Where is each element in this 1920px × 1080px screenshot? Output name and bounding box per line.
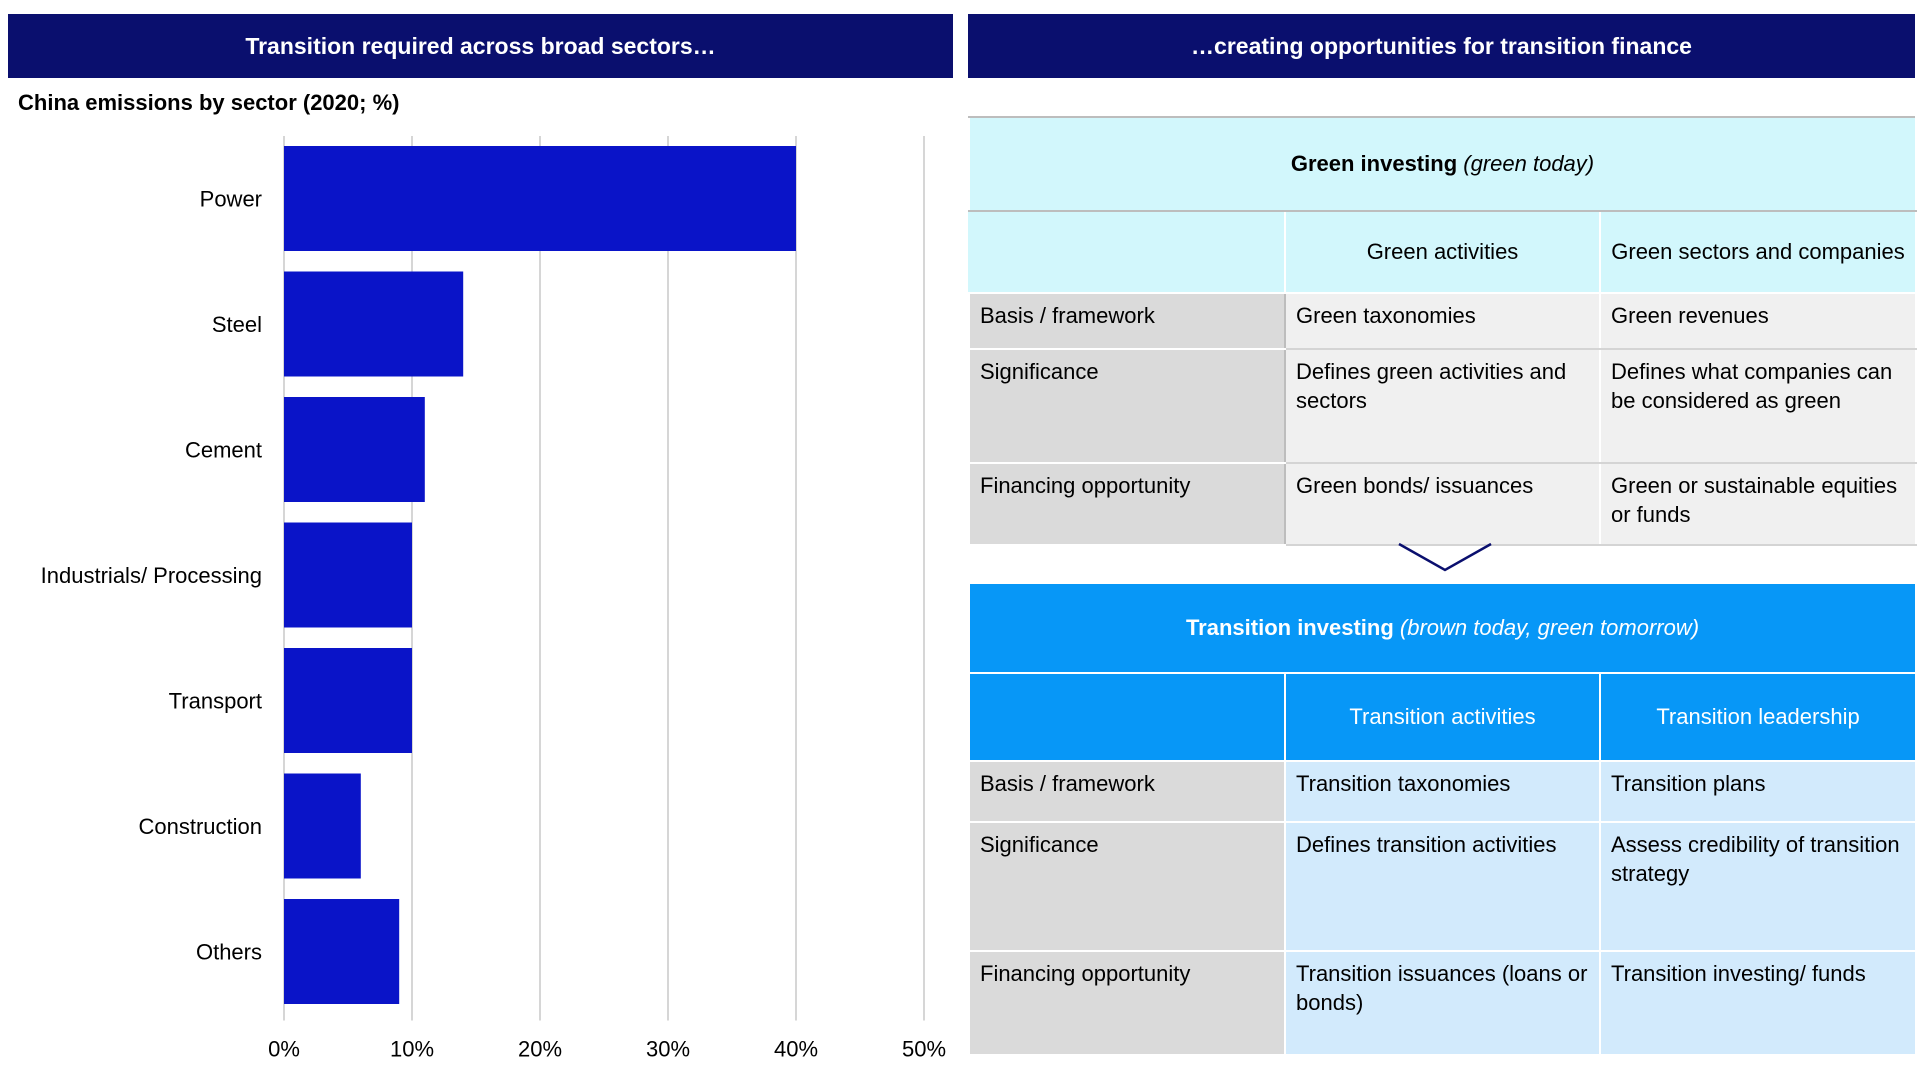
transition-cell: Defines transition activities [1284, 821, 1601, 952]
green-row-label: Financing opportunity [968, 462, 1286, 546]
category-label: Cement [185, 438, 262, 463]
transition-row-label: Basis / framework [968, 760, 1286, 823]
green-cell: Green or sustainable equities or funds [1599, 462, 1917, 546]
green-row-label: Basis / framework [968, 292, 1286, 350]
bar [284, 522, 412, 628]
transition-col-header-blank [968, 672, 1286, 762]
transition-row-label: Significance [968, 821, 1286, 952]
emissions-bar-chart: Power Steel Cement Industrials/ Processing T… [41, 136, 946, 1062]
green-col-header: Green activities [1284, 210, 1601, 294]
x-tick-label: 0% [268, 1037, 300, 1062]
left-section-banner: Transition required across broad sectors… [8, 14, 953, 78]
transition-cell: Transition plans [1598, 760, 1918, 823]
transition-col-header: Transition leadership [1598, 672, 1918, 762]
transition-investing-table: Transition investing (brown today, green… [967, 582, 1918, 1056]
green-table-title: Green investing (green today) [968, 116, 1917, 212]
transition-cell: Assess credibility of transition strateg… [1598, 821, 1918, 952]
bar [284, 648, 412, 753]
green-cell: Green bonds/ issuances [1284, 462, 1601, 546]
right-banner-text: …creating opportunities for transition f… [1191, 32, 1692, 59]
x-tick-label: 20% [518, 1037, 562, 1062]
transition-cell: Transition investing/ funds [1598, 950, 1918, 1056]
green-title-bold: Green investing [1290, 151, 1458, 177]
green-cell: Defines green activities and sectors [1284, 348, 1601, 464]
category-label: Power [200, 187, 262, 212]
left-banner-text: Transition required across broad sectors… [245, 32, 716, 59]
transition-col-header: Transition activities [1284, 672, 1601, 762]
green-investing-table: Green investing (green today) Green acti… [968, 116, 1917, 546]
category-label: Steel [212, 312, 262, 337]
transition-cell: Transition issuances (loans or bonds) [1284, 950, 1601, 1056]
bar [284, 271, 464, 377]
green-col-header: Green sectors and companies [1599, 210, 1917, 294]
x-tick-label: 10% [390, 1037, 434, 1062]
green-cell: Green revenues [1599, 292, 1917, 350]
right-section-banner: …creating opportunities for transition f… [968, 14, 1915, 78]
bar [284, 773, 361, 879]
x-tick-label: 50% [902, 1037, 946, 1062]
green-cell: Defines what companies can be considered… [1599, 348, 1917, 464]
transition-row-label: Financing opportunity [968, 950, 1286, 1056]
transition-table-title: Transition investing (brown today, green… [967, 582, 1918, 674]
x-tick-label: 40% [774, 1037, 818, 1062]
chart-title: China emissions by sector (2020; %) [18, 90, 400, 115]
green-cell: Green taxonomies [1284, 292, 1601, 350]
transition-cell: Transition taxonomies [1284, 760, 1601, 823]
transition-title-bold: Transition investing [1185, 615, 1394, 641]
category-label: Construction [138, 814, 262, 839]
bar [284, 899, 400, 1004]
bar [284, 146, 796, 251]
green-title-italic: (green today) [1463, 151, 1595, 177]
category-label: Industrials/ Processing [41, 563, 262, 588]
transition-title-italic: (brown today, green tomorrow) [1399, 615, 1700, 641]
green-row-label: Significance [968, 348, 1286, 464]
category-label: Others [196, 940, 262, 965]
bar [284, 397, 425, 502]
green-col-header-blank [968, 210, 1286, 294]
chevron-down-icon [1398, 542, 1492, 572]
category-label: Transport [169, 689, 262, 714]
x-tick-label: 30% [646, 1037, 690, 1062]
